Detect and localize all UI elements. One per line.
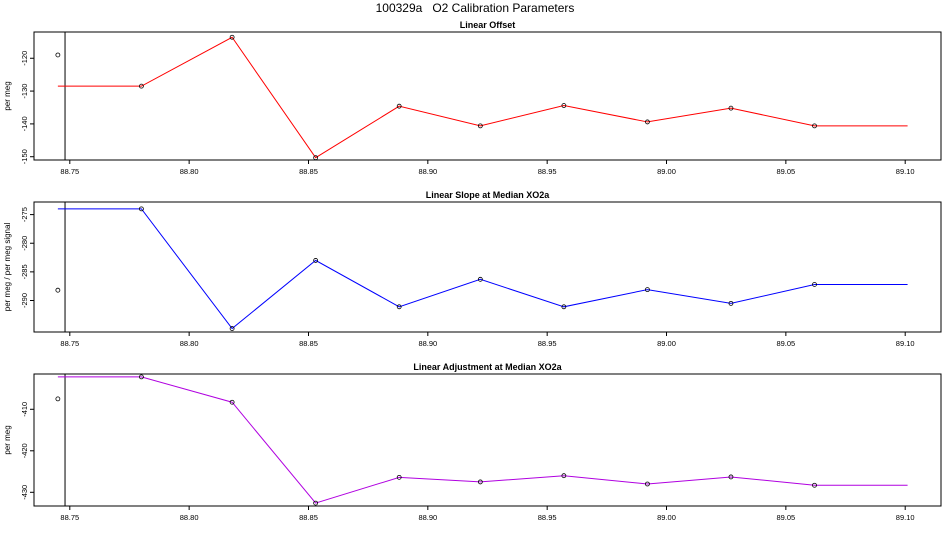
data-point [139,83,144,89]
x-tick-label: 88.90 [418,513,437,522]
data-point [812,282,817,287]
data-point [728,474,734,480]
outlier-point [55,287,61,293]
data-point [139,206,144,212]
y-tick-label: -280 [20,236,29,251]
panel-title: Linear Slope at Median XO2a [426,190,551,200]
x-tick-label: 89.05 [776,513,795,522]
y-axis-label: per meg [3,81,12,110]
x-tick-label: 89.10 [896,339,915,348]
x-tick-label: 89.10 [896,513,915,522]
plot-frame [33,201,942,333]
data-point [645,481,650,487]
data-point [229,326,235,331]
series-line [57,208,908,330]
y-tick-label: -130 [20,84,29,99]
plot-frame [33,373,942,507]
data-point [812,123,817,129]
x-tick-label: 88.95 [538,167,557,176]
data-point [728,300,734,306]
data-point [313,500,319,506]
x-tick-label: 89.00 [657,167,676,176]
data-point [396,304,402,310]
x-tick-label: 89.00 [657,513,676,522]
x-tick-label: 88.90 [418,167,437,176]
data-point [139,374,144,380]
panel-title: Linear Offset [460,20,516,30]
panel-linear-offset: Linear Offset per meg 88.75 88.80 88.85 88.90… [3,20,942,176]
y-tick-label: -275 [20,207,29,222]
x-tick-label: 89.10 [896,167,915,176]
data-point [477,479,483,485]
data-point [477,276,483,282]
y-axis-label: per meg / per meg signal [3,223,12,312]
panel-title: Linear Adjustment at Median XO2a [413,362,562,372]
x-tick-label: 88.85 [299,167,318,176]
y-tick-label: -150 [20,149,29,164]
y-tick-label: -290 [20,293,29,308]
series-line [57,376,908,504]
x-tick-label: 88.85 [299,339,318,348]
data-point [313,258,319,263]
y-tick-label: -120 [20,51,29,66]
outlier-point [55,396,61,402]
x-tick-label: 88.75 [60,167,79,176]
data-point [229,34,235,40]
plot-frame [33,31,942,161]
x-tick-label: 89.00 [657,339,676,348]
data-point [396,103,402,109]
data-point [561,304,567,310]
figure-title: 100329a O2 Calibration Parameters [375,1,575,15]
x-tick-label: 88.95 [538,513,557,522]
data-point [561,103,567,108]
data-point [728,105,734,111]
y-tick-label: -285 [20,264,29,279]
data-point [812,482,817,488]
x-tick-label: 89.05 [776,339,795,348]
y-tick-label: -140 [20,116,29,131]
panel-linear-slope: Linear Slope at Median XO2a per meg / per… [3,190,942,348]
y-tick-label: -430 [20,485,29,500]
y-axis-label: per meg [3,425,12,454]
x-tick-label: 88.85 [299,513,318,522]
x-tick-label: 88.75 [60,339,79,348]
series-line [57,36,908,159]
data-point [313,155,319,161]
data-point [229,399,235,405]
y-tick-label: -410 [20,402,29,417]
y-tick-label: -420 [20,443,29,458]
x-tick-label: 89.05 [776,167,795,176]
data-point [561,473,567,479]
x-tick-label: 88.80 [180,167,199,176]
data-point [477,123,483,129]
panel-linear-adjustment: Linear Adjustment at Median XO2a per meg 8… [3,362,942,522]
x-tick-label: 88.75 [60,513,79,522]
x-tick-label: 88.95 [538,339,557,348]
x-tick-label: 88.80 [180,513,199,522]
x-tick-label: 88.80 [180,339,199,348]
data-point [396,474,402,480]
data-point [645,287,650,293]
x-tick-label: 88.90 [418,339,437,348]
outlier-point [55,52,61,58]
data-point [645,119,650,125]
